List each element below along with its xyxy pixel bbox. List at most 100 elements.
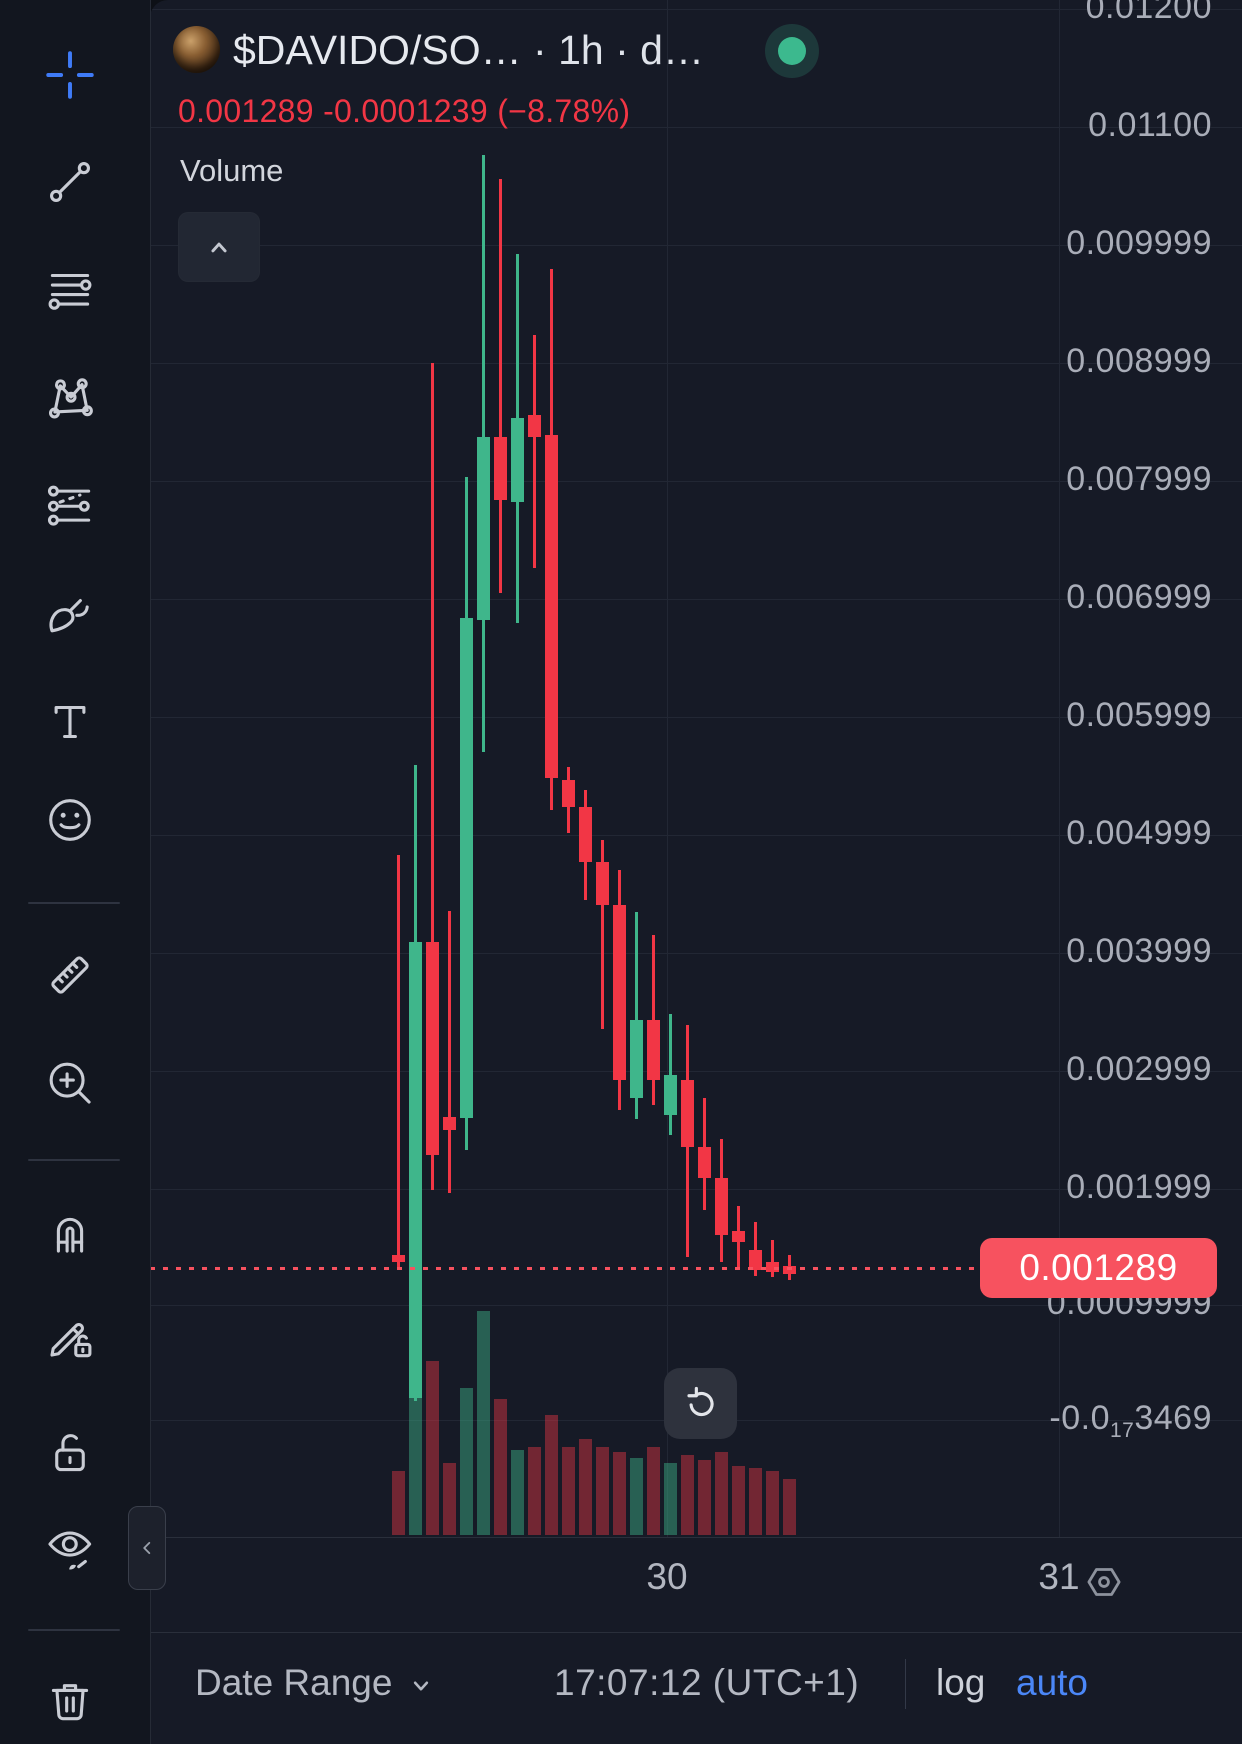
price-gridline (150, 599, 1242, 600)
brush-icon (49, 599, 89, 633)
ruler-icon (51, 956, 89, 994)
price-gridline (150, 1305, 1242, 1306)
candle-wick (498, 178, 502, 594)
candle-wick (753, 1222, 757, 1277)
chevron-up-icon (211, 242, 227, 253)
time-scale-label: 30 (646, 1556, 688, 1597)
candle-body (476, 437, 490, 621)
hide-drawings-tool[interactable] (22, 1512, 118, 1584)
chart-area[interactable]: 0.001289 0.01200 0.01100 0.009999 0.008999 0… (150, 0, 1242, 1744)
toolbar-divider (28, 1629, 120, 1631)
volume-bar (442, 1462, 456, 1535)
price-scale-label: 0.005999 (1066, 696, 1212, 734)
reset-chart-button[interactable] (664, 1368, 737, 1439)
candle-body (595, 862, 609, 905)
volume-bar (510, 1449, 524, 1535)
drawing-toolbar (0, 0, 151, 1744)
volume-bar (544, 1414, 558, 1535)
candle-body (527, 414, 541, 438)
auto-scale-toggle[interactable]: auto (1016, 1662, 1089, 1703)
xabcd-pattern-tool[interactable] (22, 360, 118, 432)
chevron-left-icon (143, 1541, 151, 1555)
trash-icon (51, 1684, 89, 1721)
symbol-title[interactable]: $DAVIDO/SO… · 1h · d… (233, 27, 704, 74)
volume-bar (595, 1446, 609, 1535)
toolbar-divider (28, 1159, 120, 1161)
lock-open-icon (55, 1434, 85, 1472)
token-avatar (173, 26, 220, 73)
crosshair-tool[interactable] (22, 39, 118, 111)
last-price-dotted-line (150, 1267, 980, 1270)
eye-brush-icon (48, 1531, 92, 1570)
candle-body (510, 418, 524, 503)
bottom-toolbar: Date Range 17:07:12 (UTC+1) log auto (150, 1632, 1242, 1744)
candle-body (459, 617, 473, 1119)
date-range-button[interactable]: Date Range (195, 1633, 436, 1733)
drawing-unlock-tool[interactable] (22, 1301, 118, 1373)
bottom-bar-divider (905, 1659, 906, 1709)
toolbar-divider (28, 902, 120, 904)
lock-tool[interactable] (22, 1417, 118, 1489)
axis-settings-button[interactable] (1078, 1556, 1130, 1608)
clock-timezone-button[interactable]: 17:07:12 (UTC+1) (554, 1662, 860, 1703)
interval-label[interactable]: 1h (558, 27, 604, 73)
live-status-dot (765, 24, 819, 78)
price-scale-label: 0.001999 (1066, 1168, 1212, 1206)
candle-wick (430, 363, 434, 1191)
magnet-tool[interactable] (22, 1196, 118, 1268)
candle-body (544, 434, 558, 779)
chart-source-label: d… (640, 27, 704, 73)
volume-indicator-label[interactable]: Volume (180, 153, 284, 188)
volume-bar (493, 1398, 507, 1535)
time-axis-separator (150, 1537, 1242, 1538)
price-change-pct: (−8.78%) (497, 93, 631, 129)
trend-line-icon (50, 162, 90, 202)
horizontal-lines-tool[interactable] (22, 254, 118, 326)
price-gridline (150, 481, 1242, 482)
volume-bar (714, 1452, 728, 1535)
price-scale-label: 0.006999 (1066, 578, 1212, 616)
emoji-icon (49, 799, 91, 841)
zoom-in-icon (49, 1062, 91, 1104)
volume-bar (697, 1460, 711, 1535)
volume-bar (663, 1462, 677, 1535)
ruler-tool[interactable] (22, 939, 118, 1011)
last-price-badge: 0.001289 (980, 1238, 1217, 1298)
trend-line-tool[interactable] (22, 146, 118, 218)
magnet-icon (56, 1217, 84, 1253)
volume-bar (748, 1468, 762, 1535)
fib-lines-tool[interactable] (22, 469, 118, 541)
collapse-legend-button[interactable] (178, 212, 260, 282)
price-scale-label: 0.009999 (1066, 224, 1212, 262)
text-tool[interactable] (22, 686, 118, 758)
candle-wick (532, 334, 536, 569)
log-scale-toggle[interactable]: log (936, 1662, 986, 1703)
delete-drawings-tool[interactable] (22, 1664, 118, 1736)
zoom-in-tool[interactable] (22, 1047, 118, 1119)
candle-body (680, 1080, 694, 1147)
candle-body (391, 1255, 405, 1263)
price-scale-label: 0.01100 (1088, 106, 1212, 144)
price-scale-label: 0.003999 (1066, 932, 1212, 970)
candle-body (646, 1020, 660, 1081)
volume-bar (629, 1457, 643, 1535)
candle-body (697, 1146, 711, 1179)
toolbar-collapse-handle[interactable] (128, 1506, 166, 1590)
volume-bar (561, 1446, 575, 1535)
candle-wick (600, 839, 604, 1029)
last-price-text: 0.001289 (178, 93, 314, 129)
volume-bar (731, 1465, 745, 1535)
refresh-icon (686, 1386, 714, 1416)
emoji-tool[interactable] (22, 784, 118, 856)
candle-body (765, 1262, 779, 1272)
price-scale-label: 0.008999 (1066, 342, 1212, 380)
volume-bar (765, 1470, 779, 1535)
pencil-unlock-icon (50, 1323, 92, 1358)
time-scale-label: 31 (1038, 1556, 1080, 1597)
price-gridline (150, 1071, 1242, 1072)
hexagon-settings-icon (1087, 1568, 1121, 1596)
xabcd-pattern-icon (48, 378, 93, 419)
brush-tool[interactable] (22, 577, 118, 649)
volume-bar (578, 1438, 592, 1535)
price-scale-label: 0.01200 (1085, 0, 1212, 26)
